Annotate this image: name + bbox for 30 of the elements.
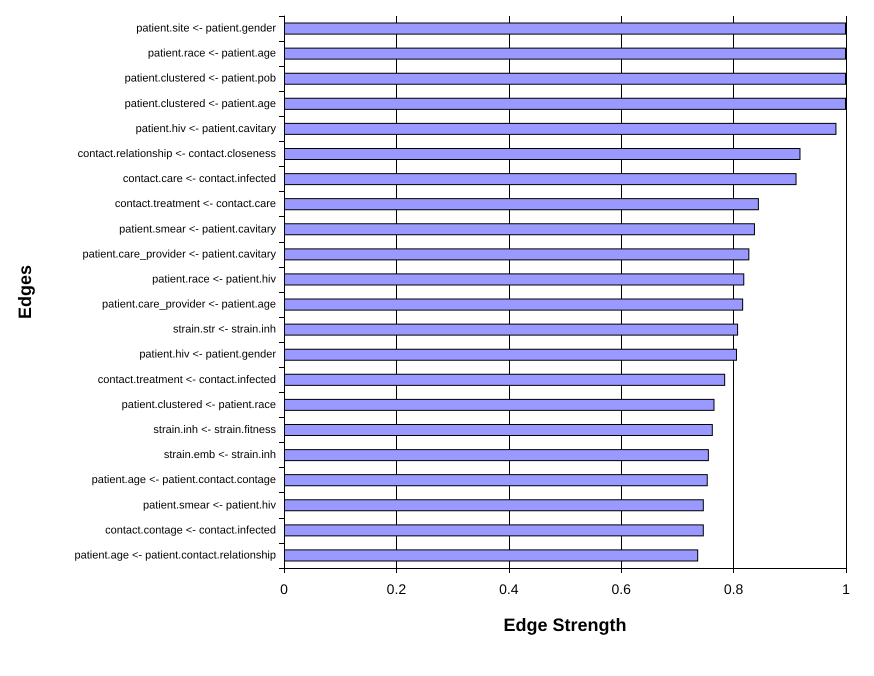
y-tick-label: patient.care_provider <- patient.cavitary bbox=[82, 248, 276, 260]
y-tick-label: patient.race <- patient.hiv bbox=[152, 273, 276, 286]
y-tick-label: patient.smear <- patient.hiv bbox=[143, 499, 276, 512]
x-tick-label: 0 bbox=[280, 581, 288, 597]
y-axis-title: Edges bbox=[15, 264, 35, 320]
y-tick-label: patient.clustered <- patient.age bbox=[124, 98, 276, 110]
y-tick-label: patient.race <- patient.age bbox=[148, 48, 276, 60]
y-tick-label: contact.contage <- contact.infected bbox=[105, 524, 276, 536]
x-axis-title: Edge Strength bbox=[503, 615, 627, 635]
x-tick-label: 0.2 bbox=[386, 581, 406, 597]
y-tick-label: patient.site <- patient.gender bbox=[136, 22, 276, 35]
x-tick-label: 0.6 bbox=[611, 581, 632, 597]
y-tick-label: patient.care_provider <- patient.age bbox=[102, 298, 276, 311]
y-tick-label: strain.emb <- strain.inh bbox=[164, 449, 276, 462]
y-tick-label: contact.care <- contact.infected bbox=[122, 173, 276, 186]
y-tick-label: patient.clustered <- patient.race bbox=[122, 398, 276, 411]
y-tick-label: strain.inh <- strain.fitness bbox=[153, 424, 276, 436]
y-tick-label: contact.treatment <- contact.infected bbox=[98, 374, 276, 386]
y-tick-label: patient.hiv <- patient.gender bbox=[139, 348, 276, 361]
x-tick-label: 0.8 bbox=[724, 581, 744, 597]
y-tick-label: patient.age <- patient.contact.relationship bbox=[74, 549, 276, 562]
y-tick-label: patient.smear <- patient.cavitary bbox=[119, 223, 276, 236]
y-tick-label: patient.hiv <- patient.cavitary bbox=[136, 122, 276, 135]
y-tick-label: contact.relationship <- contact.closeness bbox=[78, 148, 276, 160]
x-tick-label: 1 bbox=[842, 581, 850, 597]
y-tick-label: contact.treatment <- contact.care bbox=[114, 198, 276, 210]
x-tick-label: 0.4 bbox=[499, 581, 519, 597]
y-tick-label: patient.clustered <- patient.pob bbox=[124, 72, 276, 85]
y-tick-label: patient.age <- patient.contact.contage bbox=[92, 474, 276, 486]
y-tick-label: strain.str <- strain.inh bbox=[172, 324, 276, 336]
